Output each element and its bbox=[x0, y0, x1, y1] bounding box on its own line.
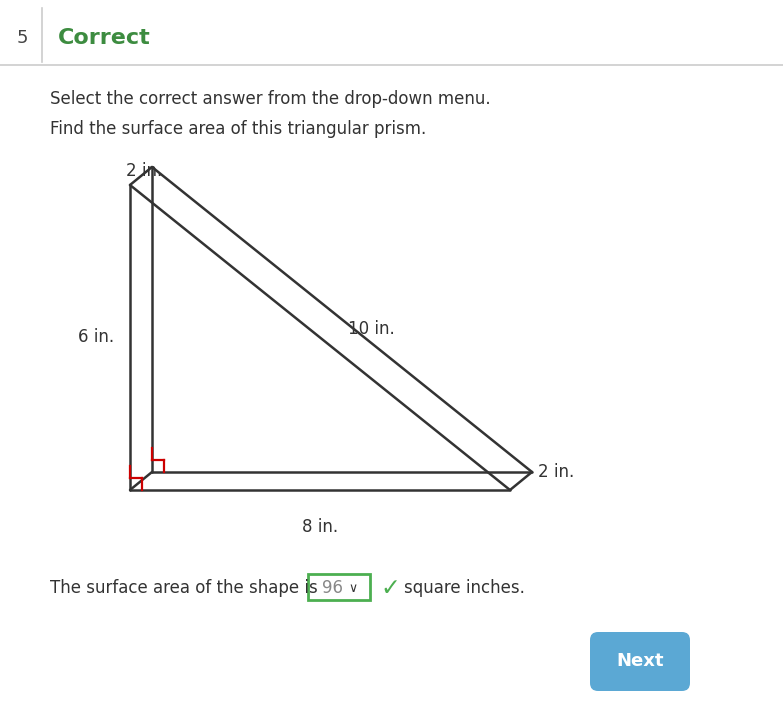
FancyBboxPatch shape bbox=[308, 574, 370, 600]
Text: ✓: ✓ bbox=[380, 576, 400, 600]
Text: 6 in.: 6 in. bbox=[78, 328, 114, 346]
Text: 96: 96 bbox=[322, 579, 343, 597]
Text: Find the surface area of this triangular prism.: Find the surface area of this triangular… bbox=[50, 120, 426, 138]
Text: Select the correct answer from the drop-down menu.: Select the correct answer from the drop-… bbox=[50, 90, 491, 108]
Text: 8 in.: 8 in. bbox=[302, 518, 338, 536]
Text: 2 in.: 2 in. bbox=[126, 162, 162, 180]
FancyBboxPatch shape bbox=[590, 632, 690, 691]
Text: 2 in.: 2 in. bbox=[538, 463, 574, 481]
Text: 10 in.: 10 in. bbox=[348, 320, 395, 338]
Text: 5: 5 bbox=[16, 29, 27, 47]
Text: square inches.: square inches. bbox=[404, 579, 525, 597]
Text: Next: Next bbox=[616, 652, 664, 670]
Text: ∨: ∨ bbox=[348, 581, 358, 594]
Text: The surface area of the shape is: The surface area of the shape is bbox=[50, 579, 318, 597]
Text: Correct: Correct bbox=[58, 28, 151, 48]
